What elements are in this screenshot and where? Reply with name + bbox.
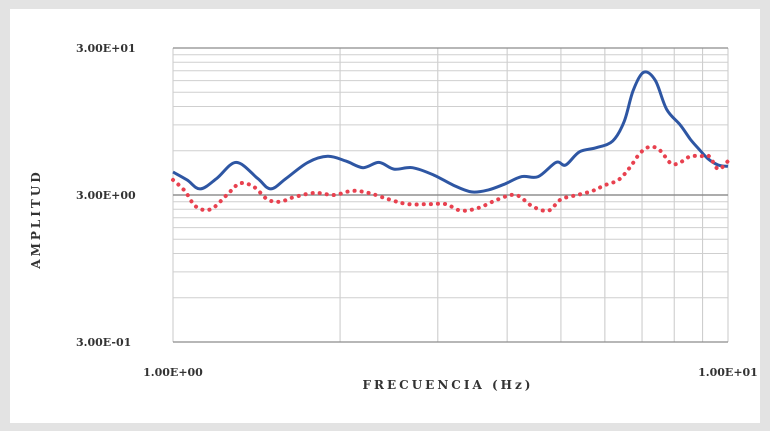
grid <box>172 47 729 343</box>
amplitude-frequency-chart: 3.00E+01 3.00E+00 3.00E-01 1.00E+00 1.00E+01… <box>29 42 758 392</box>
y-tick-label: 3.00E+00 <box>76 189 136 202</box>
x-axis-title: FRECUENCIA (Hz) <box>363 378 534 392</box>
y-tick-label: 3.00E-01 <box>76 336 131 349</box>
x-tick-label: 1.00E+00 <box>143 366 203 379</box>
series-line-1 <box>172 70 729 194</box>
y-tick-label: 3.00E+01 <box>76 42 136 55</box>
series-line-2 <box>171 144 730 213</box>
y-axis-title: AMPLITUD <box>29 169 43 269</box>
chart-frame: 3.00E+01 3.00E+00 3.00E-01 1.00E+00 1.00E+01… <box>10 9 760 423</box>
tick-labels: 3.00E+01 3.00E+00 3.00E-01 1.00E+00 1.00E+01 <box>76 42 758 379</box>
x-tick-label: 1.00E+01 <box>698 366 758 379</box>
series-layer <box>171 70 730 213</box>
